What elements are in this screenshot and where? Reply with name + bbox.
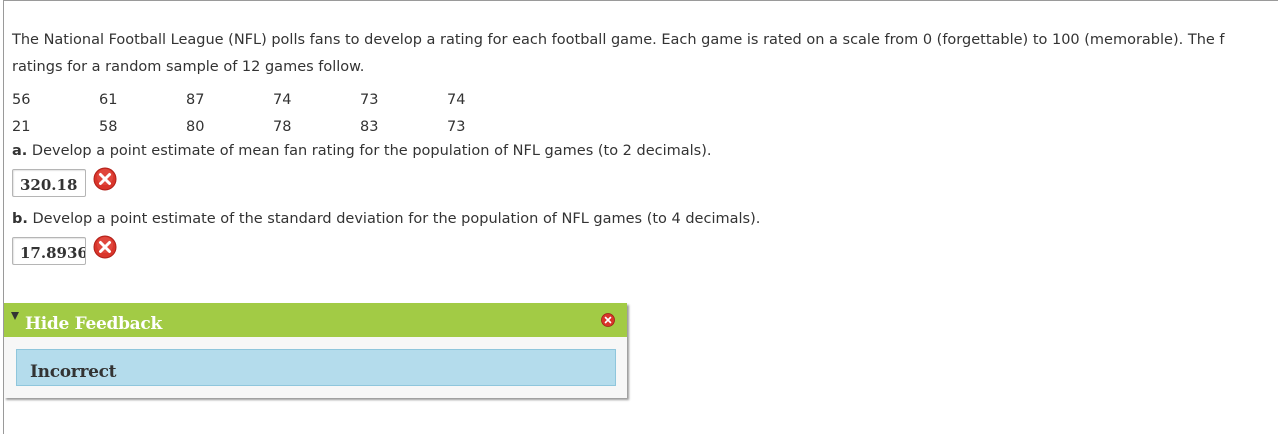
ratings-row-1: 56 61 87 74 73 74	[12, 86, 534, 113]
rating-cell: 80	[186, 118, 205, 135]
rating-cell: 74	[447, 91, 466, 108]
rating-cell: 78	[273, 118, 292, 135]
rating-cell: 87	[186, 91, 205, 108]
feedback-header[interactable]: Hide Feedback	[4, 303, 627, 337]
rating-cell: 73	[447, 118, 466, 135]
part-a-text: Develop a point estimate of mean fan rat…	[31, 143, 712, 159]
rating-cell: 73	[360, 91, 379, 108]
collapse-arrow-icon[interactable]	[11, 312, 19, 320]
hide-feedback-toggle[interactable]: Hide Feedback	[25, 314, 162, 334]
rating-cell: 74	[273, 91, 292, 108]
close-icon[interactable]	[601, 313, 615, 327]
part-a-answer-field[interactable]: 320.18	[12, 169, 86, 197]
feedback-result-box: Incorrect	[16, 349, 616, 386]
ratings-table: 56 61 87 74 73 74 21 58 80 78 83 73	[12, 86, 534, 140]
part-a-letter: a.	[12, 143, 28, 159]
part-a-prompt: a. Develop a point estimate of mean fan …	[12, 143, 712, 159]
question-line-2: ratings for a random sample of 12 games …	[12, 59, 365, 75]
incorrect-x-icon	[93, 167, 117, 191]
rating-cell: 56	[12, 91, 31, 108]
feedback-result-text: Incorrect	[30, 362, 117, 382]
question-text: The National Football League (NFL) polls…	[12, 27, 1278, 81]
frame-top-border	[3, 0, 1278, 1]
part-b-prompt: b. Develop a point estimate of the stand…	[12, 211, 760, 227]
ratings-row-2: 21 58 80 78 83 73	[12, 113, 534, 140]
part-b-answer-field[interactable]: 17.8936	[12, 237, 86, 265]
incorrect-x-icon	[93, 235, 117, 259]
rating-cell: 58	[99, 118, 118, 135]
question-line-1: The National Football League (NFL) polls…	[12, 32, 1225, 48]
rating-cell: 61	[99, 91, 118, 108]
frame-left-border	[3, 0, 4, 434]
rating-cell: 83	[360, 118, 379, 135]
feedback-panel: Hide Feedback Incorrect	[4, 303, 627, 398]
part-b-text: Develop a point estimate of the standard…	[32, 211, 761, 227]
part-b-letter: b.	[12, 211, 28, 227]
rating-cell: 21	[12, 118, 31, 135]
